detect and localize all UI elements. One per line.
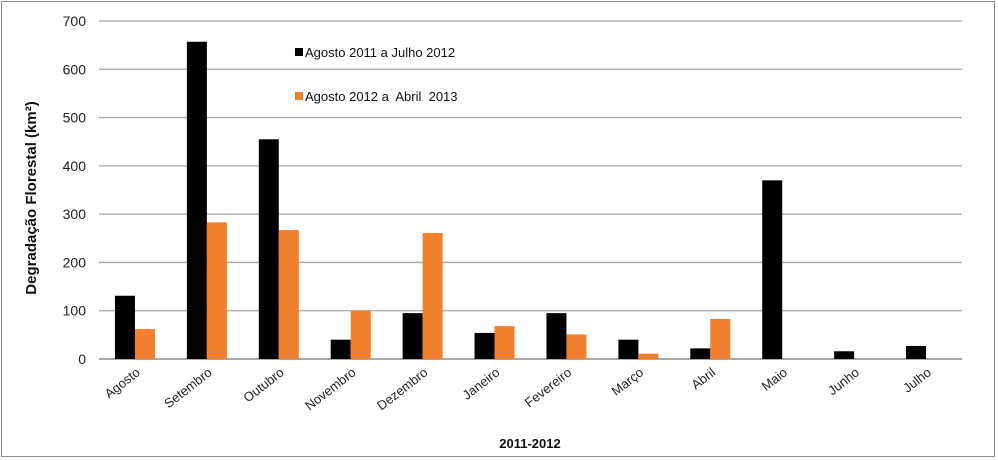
y-tick-label: 100: [63, 303, 87, 319]
x-axis-category-labels: Agosto Setembro Outubro Novembro Dezembro Jan…: [102, 364, 934, 413]
x-category-label: Outubro: [240, 365, 286, 406]
legend-swatch-series-1: [295, 48, 303, 56]
legend-label-series-2: Agosto 2012 a Abril 2013: [305, 89, 458, 104]
bar-series-1-maio: [762, 180, 783, 359]
legend: Agosto 2011 a Julho 2012 Agosto 2012 a A…: [295, 45, 458, 104]
y-tick-label: 400: [63, 158, 87, 174]
bar-series-2-janeiro: [494, 326, 515, 359]
bar-series-2-fevereiro: [566, 334, 587, 359]
bar-series-2-março: [638, 353, 659, 359]
y-tick-label: 500: [63, 110, 87, 126]
x-category-label: Novembro: [302, 365, 358, 414]
legend-swatch-series-2: [295, 92, 303, 100]
bar-series-2-agosto: [134, 329, 155, 359]
bar-series-2-novembro: [350, 310, 371, 359]
y-tick-label: 0: [78, 351, 86, 367]
x-category-label: Setembro: [161, 365, 215, 412]
x-category-label: Junho: [825, 365, 862, 399]
bar-series-1-julho: [906, 345, 927, 359]
bar-series-1-dezembro: [402, 313, 423, 359]
legend-label-series-1: Agosto 2011 a Julho 2012: [305, 45, 455, 60]
bar-series-1-agosto: [114, 295, 135, 359]
y-tick-label: 600: [63, 61, 87, 77]
x-category-label: Agosto: [102, 365, 143, 402]
bar-series-1-novembro: [330, 339, 351, 359]
bar-series-2-abril: [710, 318, 731, 359]
bar-series-1-março: [618, 339, 639, 359]
bar-series-1-abril: [690, 348, 711, 359]
x-category-label: Dezembro: [374, 365, 430, 414]
y-tick-label: 300: [63, 206, 87, 222]
x-category-label: Março: [609, 365, 647, 399]
gridlines: [99, 20, 962, 360]
x-category-label: Fevereiro: [522, 365, 575, 411]
x-category-label: Maio: [759, 365, 790, 394]
x-category-label: Abril: [688, 364, 718, 392]
bar-series-2-setembro: [206, 222, 227, 359]
bar-series-2-outubro: [278, 230, 299, 359]
y-tick-label: 200: [63, 254, 87, 270]
x-axis-title: 2011-2012: [499, 436, 560, 451]
y-axis-tick-labels: 0 100 200 300 400 500 600 700: [63, 13, 87, 367]
x-category-label: Julho: [900, 365, 934, 396]
bar-series-1-janeiro: [474, 332, 495, 359]
bar-series-1-fevereiro: [546, 313, 567, 359]
bar-series-2-dezembro: [422, 232, 443, 359]
y-tick-label: 700: [63, 13, 87, 29]
bar-series-1-outubro: [258, 139, 279, 359]
bar-series-1-junho: [834, 351, 855, 359]
bar-series-1-setembro: [186, 41, 207, 360]
bars: [114, 41, 927, 360]
x-category-label: Janeiro: [460, 365, 503, 403]
y-axis-title: Degradação Florestal (km²): [23, 101, 40, 294]
